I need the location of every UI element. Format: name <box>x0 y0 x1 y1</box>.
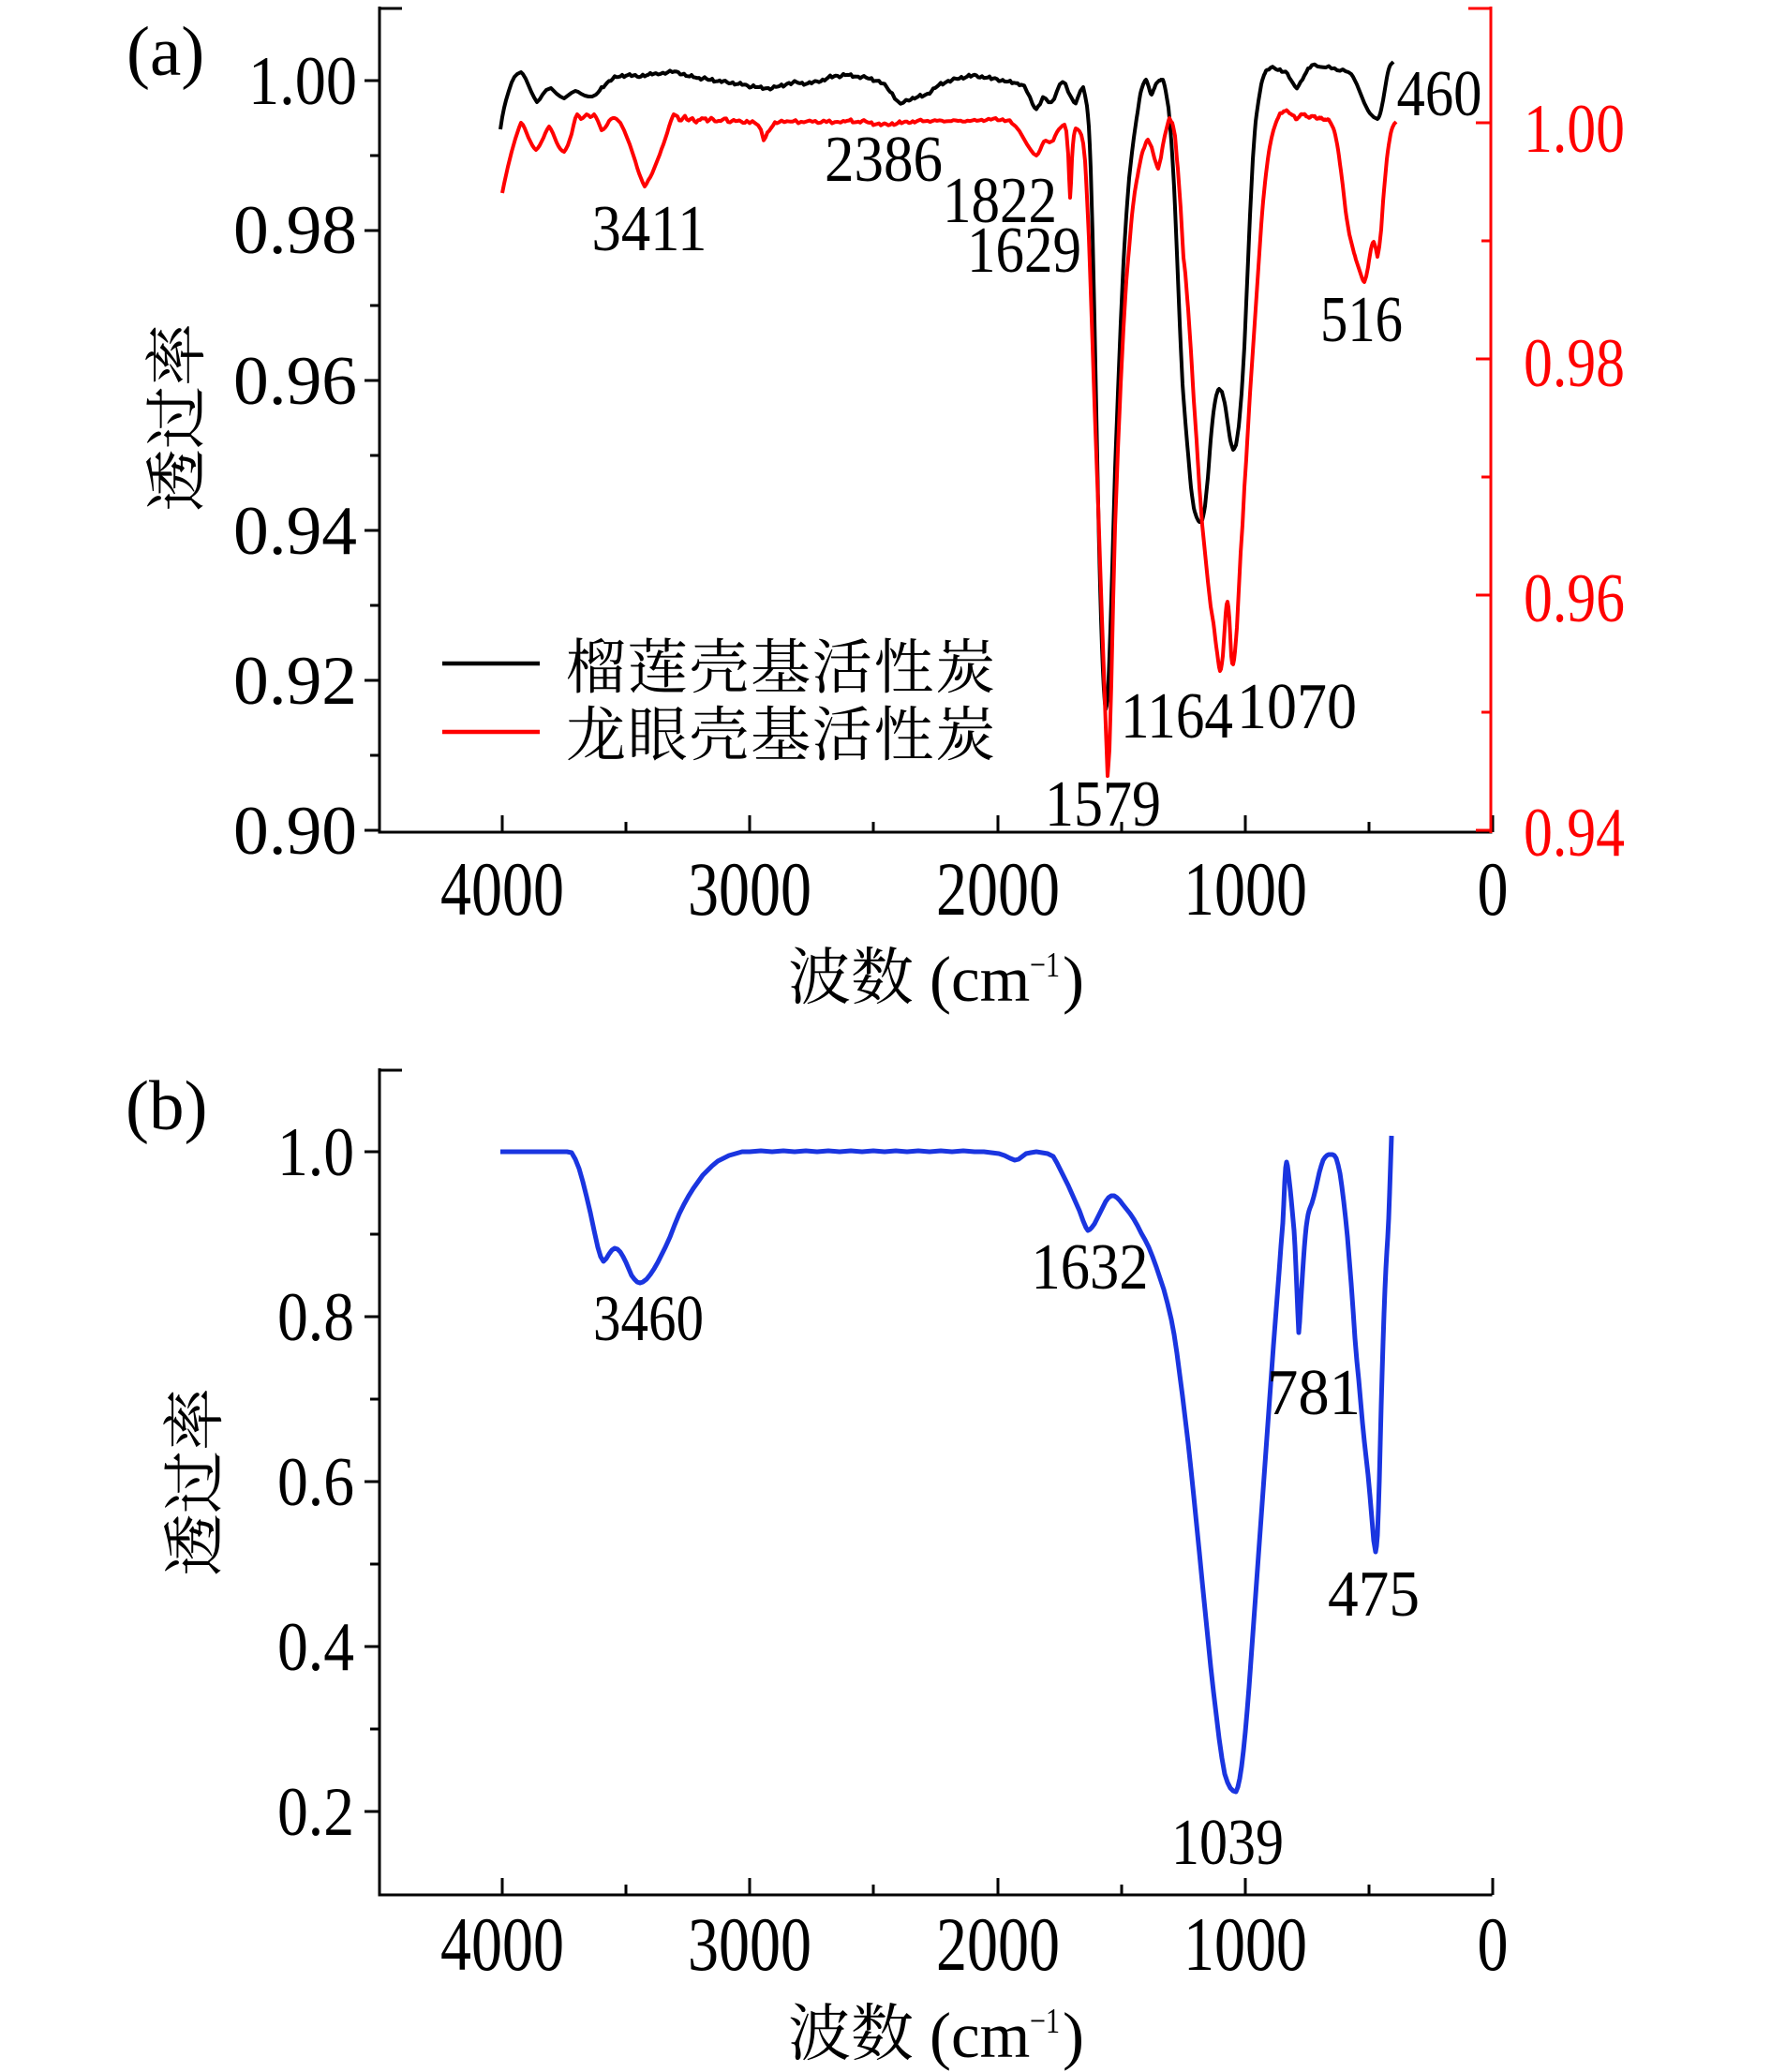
svg-text:475: 475 <box>1328 1558 1420 1631</box>
svg-text:): ) <box>1063 944 1084 1015</box>
svg-text:1822: 1822 <box>943 165 1057 237</box>
svg-text:0.96: 0.96 <box>1524 560 1625 637</box>
svg-text:−1: −1 <box>1030 946 1060 985</box>
svg-text:3411: 3411 <box>592 193 707 265</box>
svg-text:2000: 2000 <box>936 1901 1060 1987</box>
svg-text:−1: −1 <box>1030 2002 1060 2041</box>
svg-text:2386: 2386 <box>825 124 943 196</box>
svg-text:0.94: 0.94 <box>233 493 357 570</box>
svg-text:(cm: (cm <box>930 944 1030 1015</box>
svg-text:(cm: (cm <box>930 2000 1030 2071</box>
svg-text:): ) <box>1063 2000 1084 2071</box>
svg-text:3460: 3460 <box>593 1283 704 1355</box>
svg-text:516: 516 <box>1320 284 1403 356</box>
svg-text:0.8: 0.8 <box>277 1279 354 1356</box>
svg-text:1039: 1039 <box>1171 1807 1284 1879</box>
svg-text:1579: 1579 <box>1045 768 1161 841</box>
svg-text:(b): (b) <box>126 1067 207 1145</box>
svg-text:1070: 1070 <box>1237 671 1357 743</box>
svg-text:1000: 1000 <box>1183 846 1307 932</box>
svg-text:0.96: 0.96 <box>233 343 357 420</box>
svg-text:0.4: 0.4 <box>277 1609 354 1686</box>
svg-text:460: 460 <box>1397 58 1482 130</box>
svg-text:0.98: 0.98 <box>1524 325 1625 402</box>
svg-text:(a): (a) <box>126 13 204 91</box>
svg-text:0.94: 0.94 <box>1524 795 1625 872</box>
svg-text:0: 0 <box>1478 846 1509 932</box>
svg-text:1629: 1629 <box>967 215 1081 287</box>
svg-text:3000: 3000 <box>688 1901 811 1987</box>
svg-text:0.90: 0.90 <box>233 793 357 870</box>
svg-text:781: 781 <box>1267 1357 1361 1429</box>
svg-text:3000: 3000 <box>688 846 811 932</box>
svg-text:1.0: 1.0 <box>277 1114 354 1191</box>
svg-text:4000: 4000 <box>440 846 564 932</box>
svg-text:0.2: 0.2 <box>277 1774 354 1851</box>
svg-text:0: 0 <box>1478 1901 1509 1987</box>
svg-text:4000: 4000 <box>440 1901 564 1987</box>
svg-text:0.6: 0.6 <box>277 1444 354 1521</box>
svg-text:1632: 1632 <box>1032 1231 1149 1304</box>
svg-text:0.92: 0.92 <box>233 643 357 720</box>
svg-text:1.00: 1.00 <box>1524 91 1625 168</box>
svg-text:1164: 1164 <box>1121 680 1233 753</box>
svg-text:1.00: 1.00 <box>248 43 357 120</box>
svg-text:1000: 1000 <box>1183 1901 1307 1987</box>
svg-text:0.98: 0.98 <box>233 192 357 269</box>
svg-text:2000: 2000 <box>936 846 1060 932</box>
